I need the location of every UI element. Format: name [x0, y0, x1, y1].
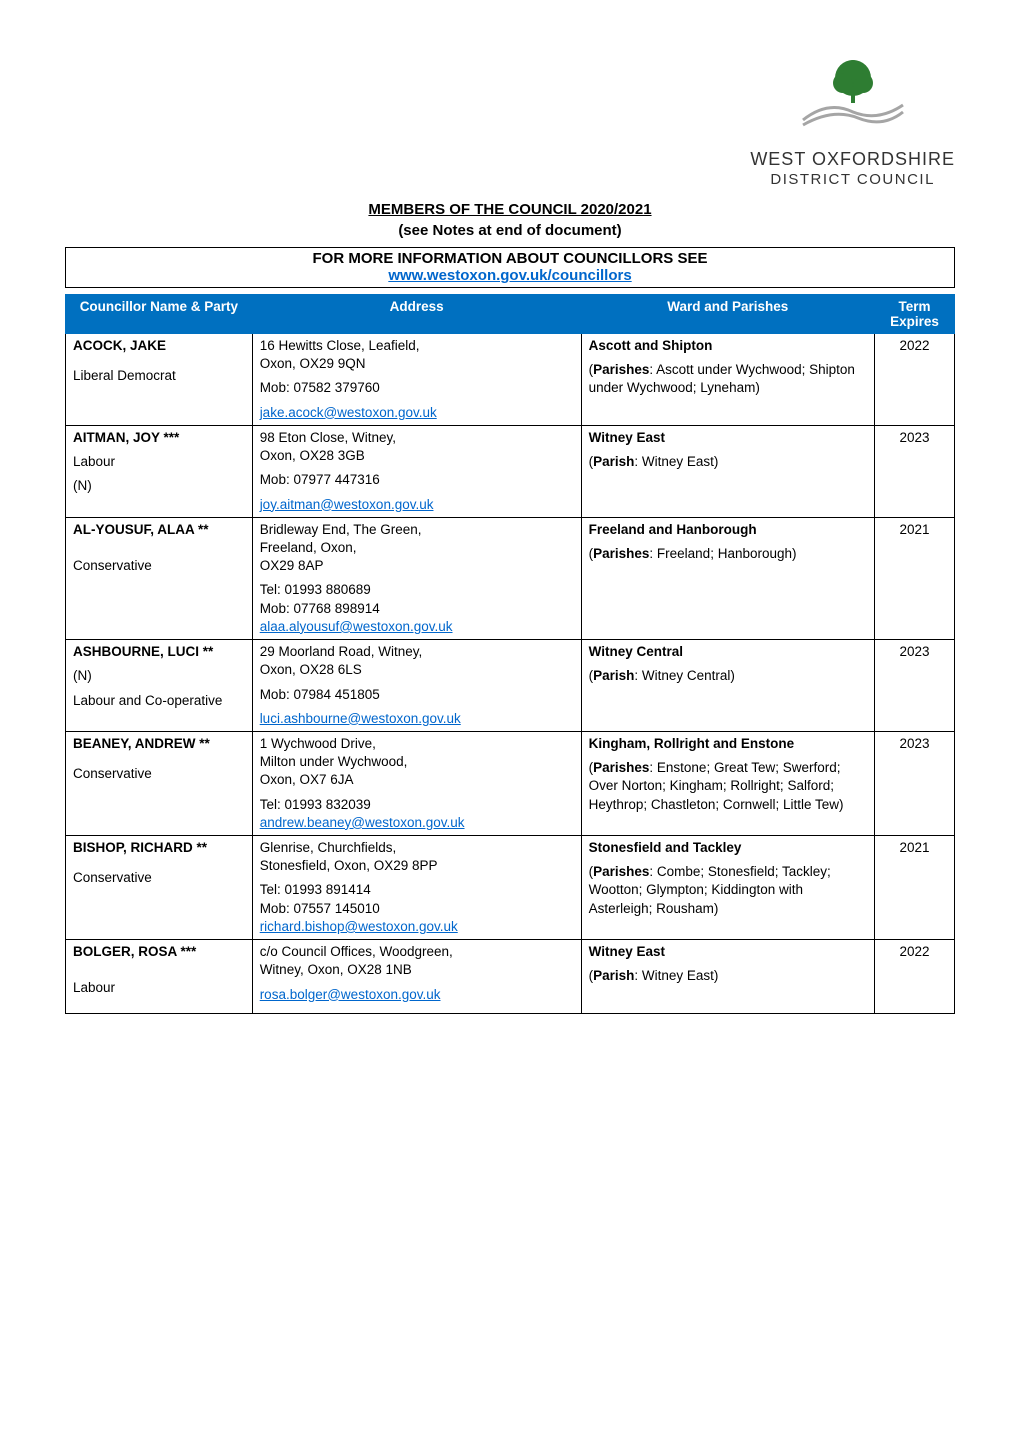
parishes-label: Parishes	[593, 864, 649, 879]
term-expires: 2023	[874, 640, 954, 732]
parishes-list: : Freeland; Hanborough)	[649, 546, 796, 561]
table-row: ASHBOURNE, LUCI ** (N) Labour and Co-ope…	[66, 640, 955, 732]
address-line: Freeland, Oxon,	[260, 539, 574, 557]
parishes-label: Parish	[593, 968, 634, 983]
councillor-name: ASHBOURNE, LUCI **	[73, 644, 213, 659]
councillor-name: AITMAN, JOY ***	[73, 430, 179, 445]
logo-block: WEST OXFORDSHIRE DISTRICT COUNCIL	[65, 50, 955, 189]
parishes-label: Parishes	[593, 362, 649, 377]
councillor-party: Conservative	[73, 765, 245, 783]
address-line: Milton under Wychwood,	[260, 753, 574, 771]
ward-name: Stonesfield and Tackley	[589, 839, 867, 857]
parishes-label: Parishes	[593, 760, 649, 775]
term-expires: 2022	[874, 940, 954, 1014]
email-link[interactable]: luci.ashbourne@westoxon.gov.uk	[260, 711, 461, 726]
info-box: FOR MORE INFORMATION ABOUT COUNCILLORS S…	[65, 247, 955, 288]
councillor-party: Conservative	[73, 557, 245, 575]
address-line: OX29 8AP	[260, 557, 574, 575]
address-line: Oxon, OX28 6LS	[260, 661, 574, 679]
councillor-party: Conservative	[73, 869, 245, 887]
header-name: Councillor Name & Party	[66, 295, 253, 334]
address-line: 98 Eton Close, Witney,	[260, 429, 574, 447]
councillor-name: BOLGER, ROSA ***	[73, 944, 196, 959]
parishes-label: Parish	[593, 668, 634, 683]
councillor-name: BEANEY, ANDREW **	[73, 736, 210, 751]
table-row: BOLGER, ROSA *** Labour c/o Council Offi…	[66, 940, 955, 1014]
ward-name: Ascott and Shipton	[589, 337, 867, 355]
councillor-party: Liberal Democrat	[73, 367, 245, 385]
email-link[interactable]: jake.acock@westoxon.gov.uk	[260, 405, 437, 420]
contact-line: Tel: 01993 880689	[260, 581, 574, 599]
contact-line: Mob: 07557 145010	[260, 900, 574, 918]
header-address: Address	[252, 295, 581, 334]
address-line: Oxon, OX29 9QN	[260, 355, 574, 373]
councillor-party: Labour and Co-operative	[73, 692, 245, 710]
address-line: 29 Moorland Road, Witney,	[260, 643, 574, 661]
councillor-party: Labour	[73, 453, 245, 471]
document-title: MEMBERS OF THE COUNCIL 2020/2021	[65, 201, 955, 218]
address-line: Oxon, OX28 3GB	[260, 447, 574, 465]
councillor-name: BISHOP, RICHARD **	[73, 840, 207, 855]
ward-name: Witney Central	[589, 643, 867, 661]
term-expires: 2023	[874, 731, 954, 835]
header-ward: Ward and Parishes	[581, 295, 874, 334]
councillor-other: (N)	[73, 667, 245, 685]
ward-name: Witney East	[589, 429, 867, 447]
term-expires: 2023	[874, 425, 954, 517]
parishes-label: Parish	[593, 454, 634, 469]
email-link[interactable]: richard.bishop@westoxon.gov.uk	[260, 919, 458, 934]
logo-text-main: WEST OXFORDSHIRE	[750, 149, 955, 170]
address-line: 16 Hewitts Close, Leafield,	[260, 337, 574, 355]
address-line: Witney, Oxon, OX28 1NB	[260, 961, 574, 979]
address-line: Bridleway End, The Green,	[260, 521, 574, 539]
councillor-name: ACOCK, JAKE	[73, 338, 166, 353]
term-expires: 2022	[874, 334, 954, 426]
address-line: Stonesfield, Oxon, OX29 8PP	[260, 857, 574, 875]
contact-line: Mob: 07768 898914	[260, 600, 574, 618]
address-line: c/o Council Offices, Woodgreen,	[260, 943, 574, 961]
councillor-other: (N)	[73, 477, 245, 495]
table-row: BISHOP, RICHARD ** Conservative Glenrise…	[66, 836, 955, 940]
address-line: 1 Wychwood Drive,	[260, 735, 574, 753]
ward-name: Witney East	[589, 943, 867, 961]
table-row: AITMAN, JOY *** Labour (N) 98 Eton Close…	[66, 425, 955, 517]
email-link[interactable]: andrew.beaney@westoxon.gov.uk	[260, 815, 465, 830]
info-box-text: FOR MORE INFORMATION ABOUT COUNCILLORS S…	[74, 250, 946, 267]
table-header-row: Councillor Name & Party Address Ward and…	[66, 295, 955, 334]
info-box-link[interactable]: www.westoxon.gov.uk/councillors	[388, 267, 631, 284]
email-link[interactable]: rosa.bolger@westoxon.gov.uk	[260, 987, 441, 1002]
term-expires: 2021	[874, 836, 954, 940]
address-line: Glenrise, Churchfields,	[260, 839, 574, 857]
logo-text-sub: DISTRICT COUNCIL	[750, 171, 955, 188]
ward-name: Kingham, Rollright and Enstone	[589, 735, 867, 753]
councillor-party: Labour	[73, 979, 245, 997]
parishes-list: : Witney Central)	[634, 668, 735, 683]
contact-line: Mob: 07582 379760	[260, 379, 574, 397]
table-row: AL-YOUSUF, ALAA ** Conservative Bridlewa…	[66, 517, 955, 639]
parishes-list: : Witney East)	[634, 454, 718, 469]
ward-name: Freeland and Hanborough	[589, 521, 867, 539]
parishes-list: : Witney East)	[634, 968, 718, 983]
councillors-table: Councillor Name & Party Address Ward and…	[65, 294, 955, 1014]
address-line: Oxon, OX7 6JA	[260, 771, 574, 789]
contact-line: Tel: 01993 891414	[260, 881, 574, 899]
contact-line: Tel: 01993 832039	[260, 796, 574, 814]
term-expires: 2021	[874, 517, 954, 639]
council-logo-icon	[793, 50, 913, 140]
table-row: ACOCK, JAKE Liberal Democrat 16 Hewitts …	[66, 334, 955, 426]
document-subtitle: (see Notes at end of document)	[65, 222, 955, 239]
contact-line: Mob: 07984 451805	[260, 686, 574, 704]
table-row: BEANEY, ANDREW ** Conservative 1 Wychwoo…	[66, 731, 955, 835]
email-link[interactable]: alaa.alyousuf@westoxon.gov.uk	[260, 619, 453, 634]
header-term: Term Expires	[874, 295, 954, 334]
email-link[interactable]: joy.aitman@westoxon.gov.uk	[260, 497, 434, 512]
councillor-name: AL-YOUSUF, ALAA **	[73, 522, 209, 537]
parishes-label: Parishes	[593, 546, 649, 561]
contact-line: Mob: 07977 447316	[260, 471, 574, 489]
